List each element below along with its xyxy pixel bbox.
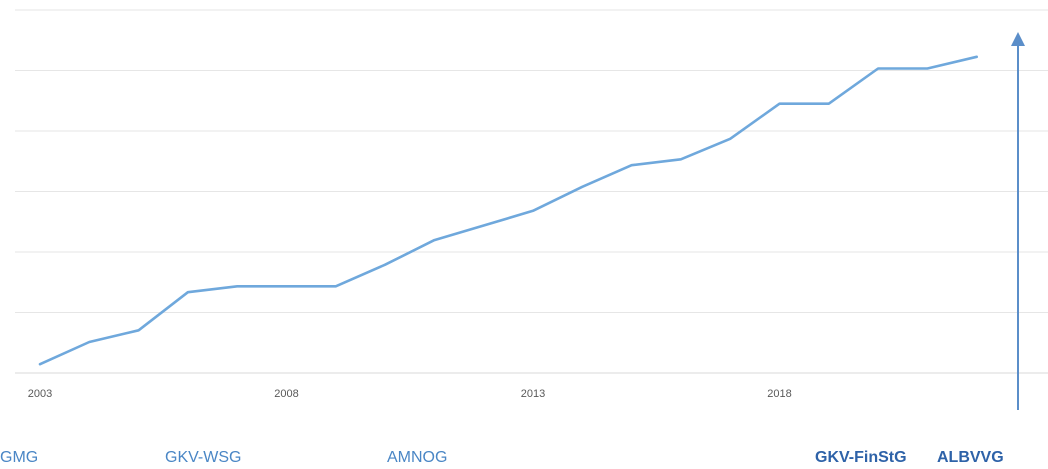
law-labels: GMG GKV-WSG AMNOG GKV-FinStG ALBVVG: [0, 449, 1004, 466]
law-label-albvvg: ALBVVG: [937, 449, 1004, 466]
x-tick-label: 2013: [521, 388, 545, 400]
x-tick-labels: 2003 2008 2013 2018: [28, 388, 792, 400]
law-label-gkv-finstg: GKV-FinStG: [815, 449, 907, 466]
gridlines: [15, 9, 1048, 374]
law-label-gkv-wsg: GKV-WSG: [165, 449, 241, 466]
x-tick-label: 2008: [274, 388, 298, 400]
x-tick-label: 2003: [28, 388, 52, 400]
law-label-gmg: GMG: [0, 449, 38, 466]
arrow-head-icon: [1011, 32, 1025, 46]
series-group: [38, 55, 979, 366]
series-line: [38, 55, 979, 366]
up-arrow: [1011, 32, 1025, 410]
law-label-amnog: AMNOG: [387, 449, 447, 466]
x-tick-label: 2018: [767, 388, 791, 400]
